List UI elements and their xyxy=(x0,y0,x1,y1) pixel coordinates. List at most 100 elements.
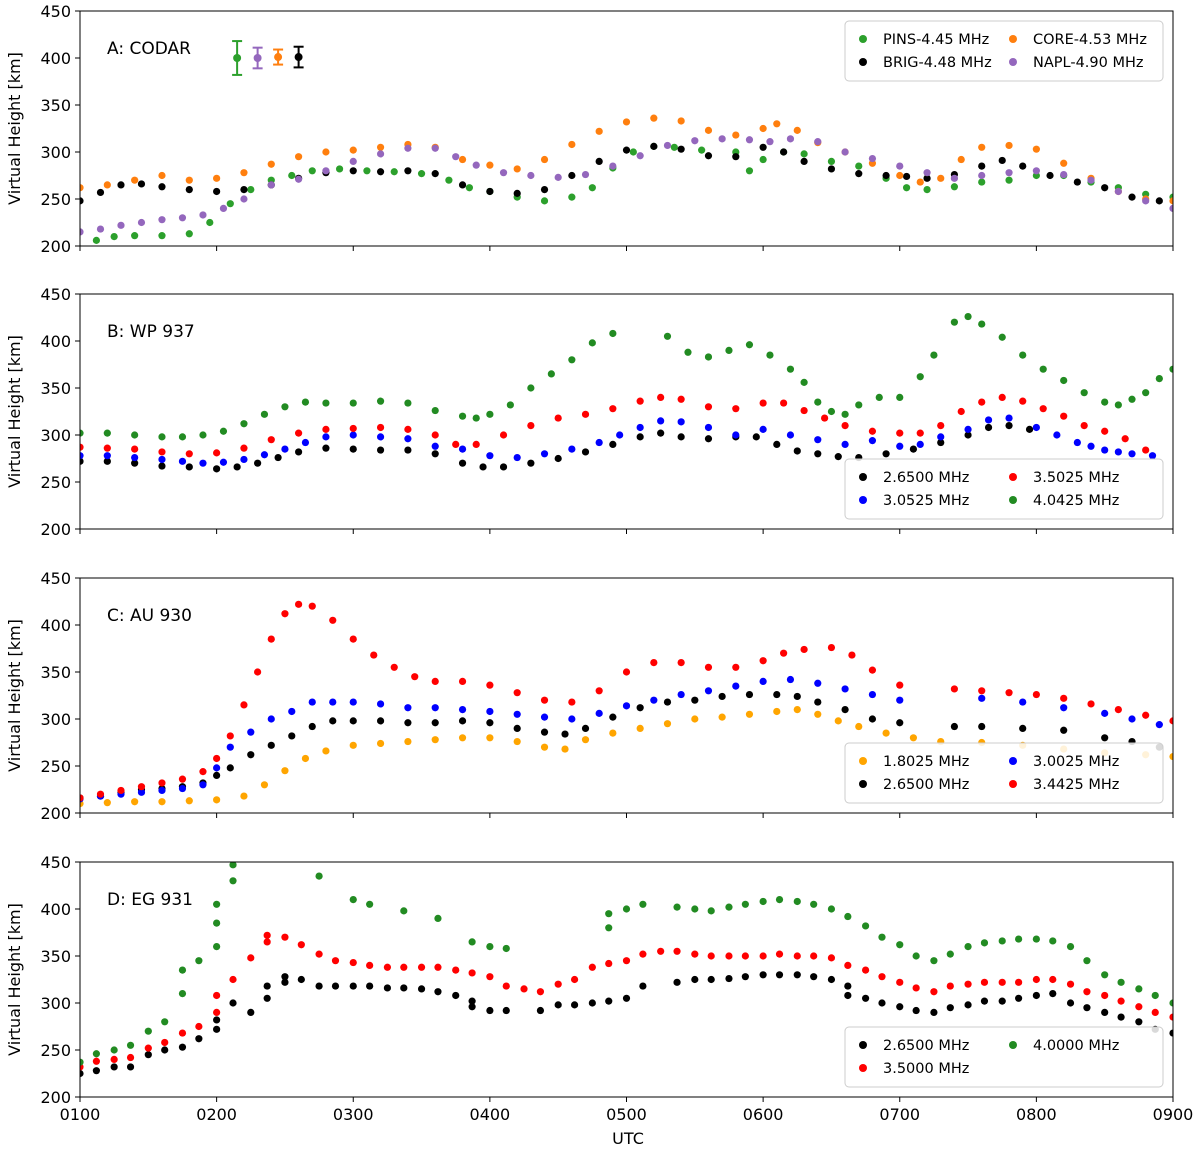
data-point xyxy=(472,414,480,422)
data-point xyxy=(103,444,111,452)
data-point xyxy=(581,724,590,733)
data-point xyxy=(281,610,289,618)
data-point xyxy=(718,692,726,701)
legend-label: 3.0025 MHz xyxy=(1033,754,1119,770)
data-point xyxy=(878,973,886,981)
y-tick-label: 350 xyxy=(40,947,71,966)
data-point xyxy=(998,978,1006,986)
data-point xyxy=(605,910,613,918)
data-point xyxy=(759,143,767,151)
data-point xyxy=(878,933,886,941)
data-point xyxy=(605,959,613,968)
legend-label: 3.5025 MHz xyxy=(1033,470,1119,486)
data-point xyxy=(431,144,439,152)
series-napl-4-90-mhz xyxy=(80,135,1173,236)
data-point xyxy=(663,332,672,340)
data-point xyxy=(404,167,412,175)
legend-item: CORE-4.53 MHz xyxy=(1009,32,1147,48)
data-point xyxy=(622,702,631,710)
error-bar xyxy=(232,40,243,76)
data-point xyxy=(916,178,924,186)
data-point xyxy=(1005,141,1013,150)
data-point xyxy=(691,715,699,723)
data-point xyxy=(117,181,125,189)
data-point xyxy=(636,397,644,405)
data-point xyxy=(793,447,801,455)
data-point xyxy=(540,743,549,751)
data-point xyxy=(793,692,801,701)
data-point xyxy=(213,919,221,927)
data-point xyxy=(267,181,275,189)
data-point xyxy=(322,433,330,441)
data-point xyxy=(609,405,617,413)
data-point xyxy=(1135,1003,1143,1011)
y-tick-label: 450 xyxy=(40,285,71,304)
data-point xyxy=(950,174,959,182)
data-point xyxy=(902,184,911,192)
legend-marker xyxy=(1009,35,1017,43)
legend-marker xyxy=(1009,1041,1017,1049)
data-point xyxy=(400,963,408,971)
legend-marker xyxy=(1009,496,1017,504)
data-point xyxy=(254,668,262,676)
legend-label: 2.6500 MHz xyxy=(883,1038,969,1054)
data-point xyxy=(588,184,596,192)
data-point xyxy=(595,687,603,695)
data-point xyxy=(946,1004,954,1012)
data-point xyxy=(158,183,166,191)
data-point xyxy=(158,798,166,806)
data-point xyxy=(110,1063,118,1071)
data-point xyxy=(1015,978,1023,986)
data-point xyxy=(322,167,330,175)
data-point xyxy=(980,939,989,947)
data-point xyxy=(937,438,945,447)
data-point xyxy=(657,393,665,401)
data-point xyxy=(677,117,685,125)
data-point xyxy=(349,982,357,990)
data-point xyxy=(404,425,412,433)
data-point xyxy=(622,118,631,126)
data-point xyxy=(1128,395,1136,403)
y-tick-label: 250 xyxy=(40,1041,71,1060)
data-point xyxy=(229,975,237,984)
data-point xyxy=(349,698,357,706)
data-point xyxy=(295,175,303,183)
data-point xyxy=(1121,435,1129,443)
legend-item: 2.6500 MHz xyxy=(859,470,969,486)
data-point xyxy=(404,704,412,712)
data-point xyxy=(745,690,754,699)
x-tick-label: 0500 xyxy=(606,1105,647,1124)
data-point xyxy=(622,668,631,676)
data-point xyxy=(775,950,784,958)
data-point xyxy=(376,717,385,725)
data-point xyxy=(639,950,647,958)
data-point xyxy=(841,706,849,714)
data-point xyxy=(80,429,84,437)
data-point xyxy=(158,216,166,224)
data-point xyxy=(1046,171,1054,180)
data-point xyxy=(718,135,726,143)
data-point xyxy=(1060,726,1068,734)
data-point xyxy=(404,737,412,746)
data-point xyxy=(472,161,480,169)
legend-marker xyxy=(859,58,867,66)
x-tick-label: 0900 xyxy=(1153,1105,1194,1124)
data-point xyxy=(131,176,139,184)
data-point xyxy=(308,602,316,610)
data-point xyxy=(650,696,658,704)
data-point xyxy=(329,717,337,725)
data-point xyxy=(349,167,357,175)
data-point xyxy=(417,985,426,993)
data-point xyxy=(677,395,685,403)
data-point xyxy=(536,988,545,996)
data-point xyxy=(855,401,863,409)
legend-label: NAPL-4.90 MHz xyxy=(1033,55,1144,71)
data-point xyxy=(331,982,340,990)
data-point xyxy=(226,743,234,751)
data-point xyxy=(452,440,460,448)
axes-frame xyxy=(79,10,1174,247)
data-point xyxy=(185,450,193,458)
data-point xyxy=(92,1067,100,1075)
data-point xyxy=(855,170,863,178)
